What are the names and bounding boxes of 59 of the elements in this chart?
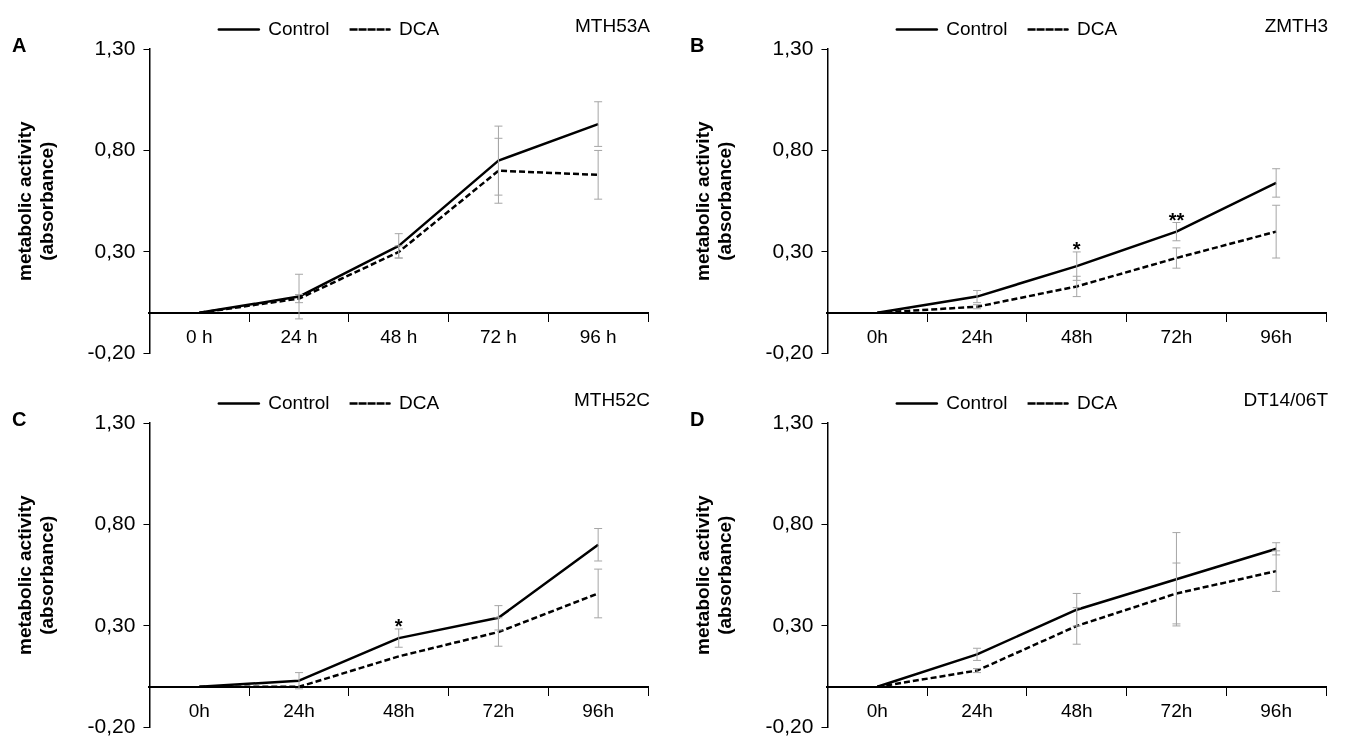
x-tick-label: 96 h [579, 326, 617, 348]
y-tick-label: 0,30 [772, 238, 814, 262]
y-tick-label: 1,30 [94, 409, 136, 433]
y-tick-label: 1,30 [772, 409, 814, 433]
x-tick-label: 72h [1160, 700, 1193, 722]
legend-label: DCA [1077, 17, 1118, 39]
y-tick-label: 1,30 [94, 35, 136, 59]
x-tick-label: 24h [283, 700, 315, 722]
x-tick-label: 48h [1060, 326, 1093, 348]
legend-label: DCA [399, 391, 440, 413]
chart-title: DT14/06T [1243, 389, 1329, 410]
chart-title: MTH52C [573, 389, 650, 410]
y-tick-label: 0,80 [94, 511, 136, 535]
y-tick-label: 0,30 [94, 238, 136, 262]
x-tick-label: 0 h [186, 326, 213, 348]
legend-label: Control [268, 391, 330, 413]
legend-label: Control [946, 17, 1008, 39]
annotation: ** [1168, 208, 1185, 231]
x-tick-label: 96h [1260, 326, 1292, 348]
text: A [12, 34, 27, 56]
y-tick-label: -0,20 [87, 340, 136, 364]
x-tick-label: 24h [961, 700, 993, 722]
legend-label: DCA [399, 17, 440, 39]
x-tick-label: 24 h [280, 326, 318, 348]
x-tick-label: 72h [1160, 326, 1193, 348]
y-tick-label: 1,30 [772, 35, 814, 59]
y-axis-title: metabolic activity (absorbance) [13, 495, 58, 655]
x-tick-label: 0h [188, 700, 210, 722]
x-tick-label: 72 h [479, 326, 517, 348]
y-tick-label: -0,20 [87, 714, 136, 738]
x-tick-label: 48h [382, 700, 415, 722]
y-axis-title: metabolic activity (absorbance) [691, 495, 736, 655]
text: C [12, 408, 27, 430]
y-tick-label: 0,80 [94, 137, 136, 161]
x-tick-label: 0h [866, 700, 888, 722]
y-tick-label: -0,20 [765, 340, 814, 364]
y-axis-title: metabolic activity (absorbance) [691, 121, 736, 281]
x-tick-label: 96h [582, 700, 614, 722]
y-tick-label: -0,20 [765, 714, 814, 738]
y-tick-label: 0,30 [772, 612, 814, 636]
x-tick-label: 0h [866, 326, 888, 348]
y-tick-label: 0,30 [94, 612, 136, 636]
y-tick-label: 0,80 [772, 137, 814, 161]
x-tick-label: 72h [482, 700, 515, 722]
x-tick-label: 48h [1060, 700, 1093, 722]
y-axis-title: metabolic activity (absorbance) [13, 121, 58, 281]
annotation: * [1072, 237, 1081, 260]
x-tick-label: 48 h [380, 326, 418, 348]
legend-label: DCA [1077, 391, 1118, 413]
x-tick-label: 24h [961, 326, 993, 348]
x-tick-label: 96h [1260, 700, 1292, 722]
chart-title: ZMTH3 [1264, 15, 1328, 36]
text: D [690, 408, 705, 430]
legend-label: Control [946, 391, 1008, 413]
y-tick-label: 0,80 [772, 511, 814, 535]
annotation: * [394, 614, 403, 637]
legend-label: Control [268, 17, 330, 39]
text: B [690, 34, 705, 56]
chart-title: MTH53A [575, 15, 651, 36]
